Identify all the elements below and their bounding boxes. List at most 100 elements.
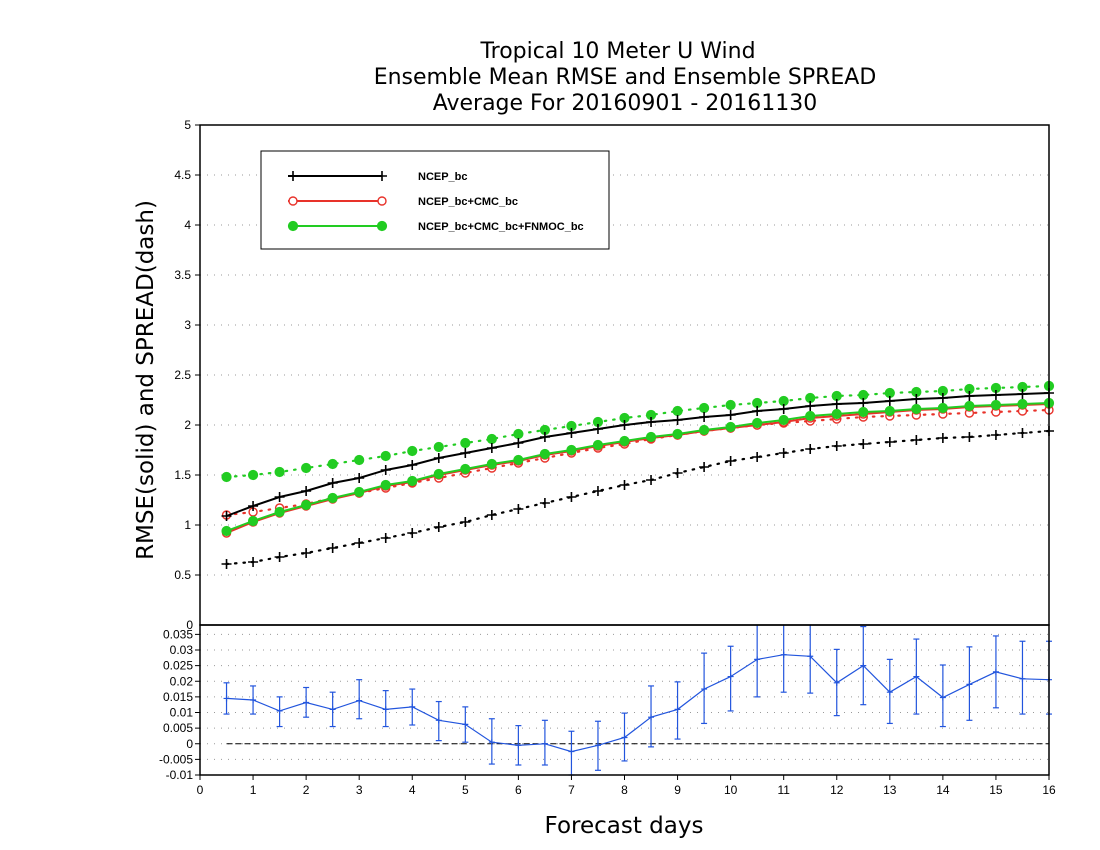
series-marker <box>672 405 683 417</box>
series-marker <box>646 475 657 485</box>
series-marker <box>513 504 524 514</box>
series-marker <box>327 458 338 470</box>
series-marker <box>301 499 312 511</box>
series-marker <box>1017 398 1028 410</box>
difference-point <box>515 742 522 749</box>
difference-point <box>621 734 628 741</box>
series-marker <box>646 417 657 427</box>
series-marker <box>698 424 710 436</box>
series-marker <box>831 408 842 420</box>
x-tick-label: 15 <box>989 783 1003 797</box>
series-marker <box>380 533 391 543</box>
series-marker <box>752 452 763 462</box>
series-marker <box>288 196 298 206</box>
x-tick-label: 7 <box>568 783 575 797</box>
x-tick-label: 3 <box>356 783 363 797</box>
difference-point <box>674 706 681 713</box>
series-marker <box>287 220 299 232</box>
series-marker <box>460 448 471 458</box>
difference-point <box>488 739 495 746</box>
difference-point <box>356 697 363 704</box>
difference-line <box>226 654 1050 753</box>
difference-point <box>992 668 999 675</box>
series-marker <box>354 473 365 483</box>
top-y-tick-label: 3.5 <box>174 268 191 282</box>
series-marker <box>354 486 365 498</box>
bottom-y-tick-label: -0.005 <box>159 752 193 766</box>
x-tick-label: 1 <box>250 783 257 797</box>
series-rmse <box>221 399 1054 538</box>
legend: NCEP_bc NCEP_bc+CMC_bc NCEP_bc+CMC_bc+FNMO… <box>260 150 610 250</box>
x-tick-label: 10 <box>724 783 738 797</box>
chart-title-line-3: Average For 20160901 - 20161130 <box>433 91 818 116</box>
series-marker <box>566 428 577 438</box>
difference-point <box>462 721 469 728</box>
series-marker <box>725 421 736 433</box>
series-line <box>225 408 1051 517</box>
series-marker <box>486 510 497 520</box>
difference-point <box>594 742 601 749</box>
bottom-y-tick-label: 0.035 <box>163 627 193 641</box>
x-tick-label: 11 <box>777 783 790 797</box>
difference-point <box>303 699 310 706</box>
series-marker <box>566 492 577 502</box>
x-tick-label: 2 <box>303 783 310 797</box>
top-y-tick-label: 2.5 <box>174 368 191 382</box>
series-marker <box>778 414 789 426</box>
series-marker <box>566 444 577 456</box>
top-y-tick-label: 4 <box>184 218 191 232</box>
series-marker <box>858 398 869 408</box>
series-marker <box>274 506 285 518</box>
series-marker <box>778 404 789 414</box>
series-marker <box>221 471 232 483</box>
series-marker <box>964 391 975 401</box>
x-tick-label: 8 <box>621 783 628 797</box>
series-line <box>225 429 1051 566</box>
y-axis-title: RMSE(solid) and SPREAD(dash) <box>133 200 159 560</box>
series-marker <box>990 430 1001 440</box>
series-marker <box>433 522 444 532</box>
series-marker <box>433 453 444 463</box>
series-marker <box>274 466 285 478</box>
series-marker <box>858 406 869 418</box>
series-marker <box>1017 428 1028 438</box>
difference-point <box>754 656 761 663</box>
series-rmse <box>221 397 1055 537</box>
x-axis-title: Forecast days <box>545 813 704 839</box>
series-marker <box>752 417 763 429</box>
series-marker <box>725 410 736 420</box>
series-marker <box>964 400 975 412</box>
series-marker <box>380 465 391 475</box>
plot-area: 0.511.522.533.544.55-0.01-0.00500.0050.0… <box>159 118 1056 797</box>
bottom-y-tick-label: 0.03 <box>170 643 194 657</box>
series-marker <box>619 435 630 447</box>
series-marker <box>486 443 497 453</box>
series-marker <box>990 390 1001 400</box>
series-marker <box>327 492 338 504</box>
series-marker <box>911 394 922 404</box>
series-marker <box>699 412 710 422</box>
legend-label: NCEP_bc+CMC_bc+FNMOC_bc <box>418 221 584 233</box>
series-marker <box>831 441 842 451</box>
difference-series <box>223 625 1052 776</box>
series-marker <box>301 548 312 558</box>
series-marker <box>725 456 736 466</box>
bottom-y-tick-label: 0 <box>186 737 193 751</box>
series-marker <box>354 454 365 466</box>
series-marker <box>354 538 365 548</box>
series-marker <box>725 399 736 411</box>
series-rmse <box>221 388 1054 521</box>
difference-point <box>568 748 575 755</box>
series-marker <box>460 463 471 475</box>
series-marker <box>327 543 338 553</box>
bottom-panel-frame <box>199 624 1050 776</box>
series-marker <box>619 420 630 430</box>
difference-point <box>939 694 946 701</box>
difference-point <box>780 651 787 658</box>
series-marker <box>248 557 259 567</box>
series-marker <box>592 439 604 451</box>
bottom-y-tick-label: -0.01 <box>166 768 194 782</box>
series-line <box>226 402 1050 532</box>
series-marker <box>911 435 922 445</box>
series-spread <box>221 426 1054 569</box>
